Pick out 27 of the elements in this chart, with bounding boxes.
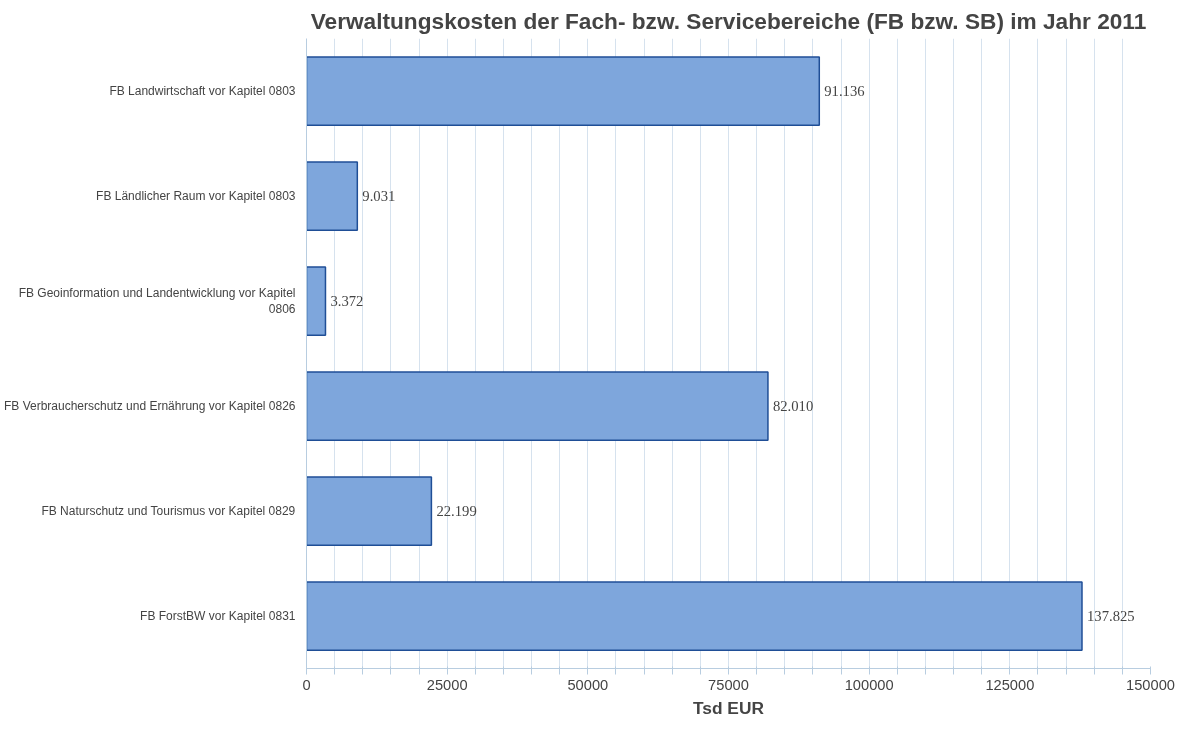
bar [306,371,769,441]
x-tick-label: 50000 [567,676,609,693]
x-tick-label: 125000 [985,676,1035,693]
y-tick-label: FB ForstBW vor Kapitel 0831 [140,609,296,623]
y-tick-label: FB Naturschutz und Tourismus vor Kapitel 0829 [41,504,296,518]
bar [306,476,433,546]
x-tick-label: 25000 [426,676,468,693]
y-tick-label: FB Geoinformation und Landentwicklung vor Kapitel 0806 [18,285,296,317]
bar [306,266,327,336]
x-tick-label: 75000 [708,676,749,693]
data-label: 91.136 [824,83,865,99]
data-label: 82.010 [772,398,814,414]
x-axis-title: Tsd EUR [693,697,765,718]
y-tick-label: FB Landwirtschaft vor Kapitel 0803 [109,84,296,98]
x-tick-label: 100000 [844,676,894,693]
bar [306,56,821,126]
data-label: 3.372 [330,293,364,309]
x-tick-label: 0 [302,676,311,693]
bar [306,581,1083,651]
data-label: 9.031 [362,188,396,204]
bar [306,161,359,231]
x-tick-label: 150000 [1126,676,1175,693]
data-label: 137.825 [1087,608,1135,624]
data-label: 22.199 [436,503,477,519]
y-tick-label: FB Verbraucherschutz und Ernährung vor Kapitel 0826 [3,399,296,413]
chart-title: Verwaltungskosten der Fach- bzw. Servicebereiche (FB bzw. SB) im Jahr 2011 [310,7,1147,34]
y-tick-label: FB Ländlicher Raum vor Kapitel 0803 [96,189,296,203]
